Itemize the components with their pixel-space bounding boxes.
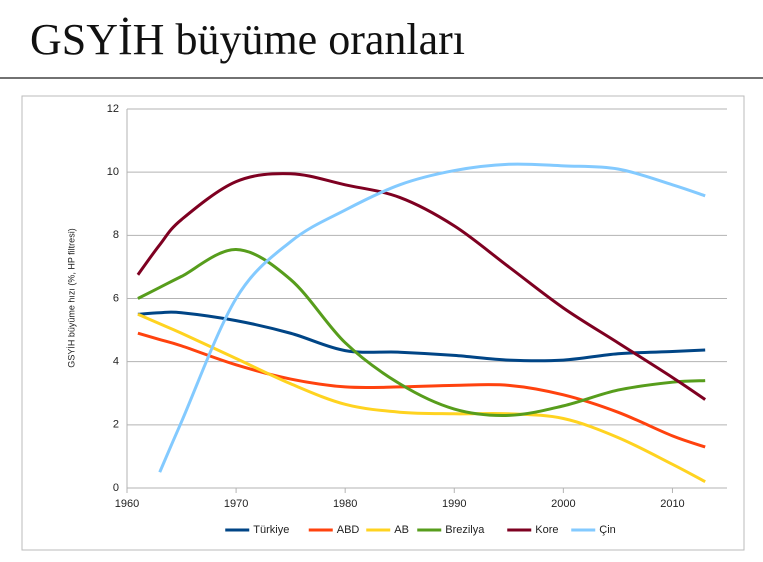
x-tick-label: 2010 [660, 498, 684, 510]
legend-label: Türkiye [253, 524, 289, 536]
y-tick-label: 0 [113, 482, 119, 494]
x-tick-label: 2000 [551, 498, 575, 510]
y-axis-label: GSYİH büyüme hızı (%, HP filtresi) [66, 228, 76, 367]
x-tick-label: 1990 [442, 498, 466, 510]
y-tick-label: 8 [113, 229, 119, 241]
legend-label: Kore [535, 524, 558, 536]
y-tick-label: 4 [113, 356, 119, 368]
series-line [158, 162, 706, 473]
series-line [137, 331, 706, 449]
x-tick-label: 1960 [115, 498, 139, 510]
legend-label: Çin [599, 524, 616, 536]
legend-label: ABD [337, 524, 360, 536]
series-line [137, 312, 706, 484]
series-line [137, 310, 706, 363]
y-tick-label: 10 [107, 166, 119, 178]
series-line [137, 248, 706, 417]
chart-frame [21, 95, 745, 551]
y-tick-label: 2 [113, 419, 119, 431]
legend-label: Brezilya [445, 524, 485, 536]
legend-label: AB [394, 524, 409, 536]
y-tick-label: 12 [107, 103, 119, 115]
series-line [136, 172, 707, 401]
x-tick-label: 1970 [224, 498, 248, 510]
x-tick-label: 1980 [333, 498, 357, 510]
slide-title: GSYİH büyüme oranları [30, 15, 465, 64]
y-tick-label: 6 [113, 292, 119, 304]
